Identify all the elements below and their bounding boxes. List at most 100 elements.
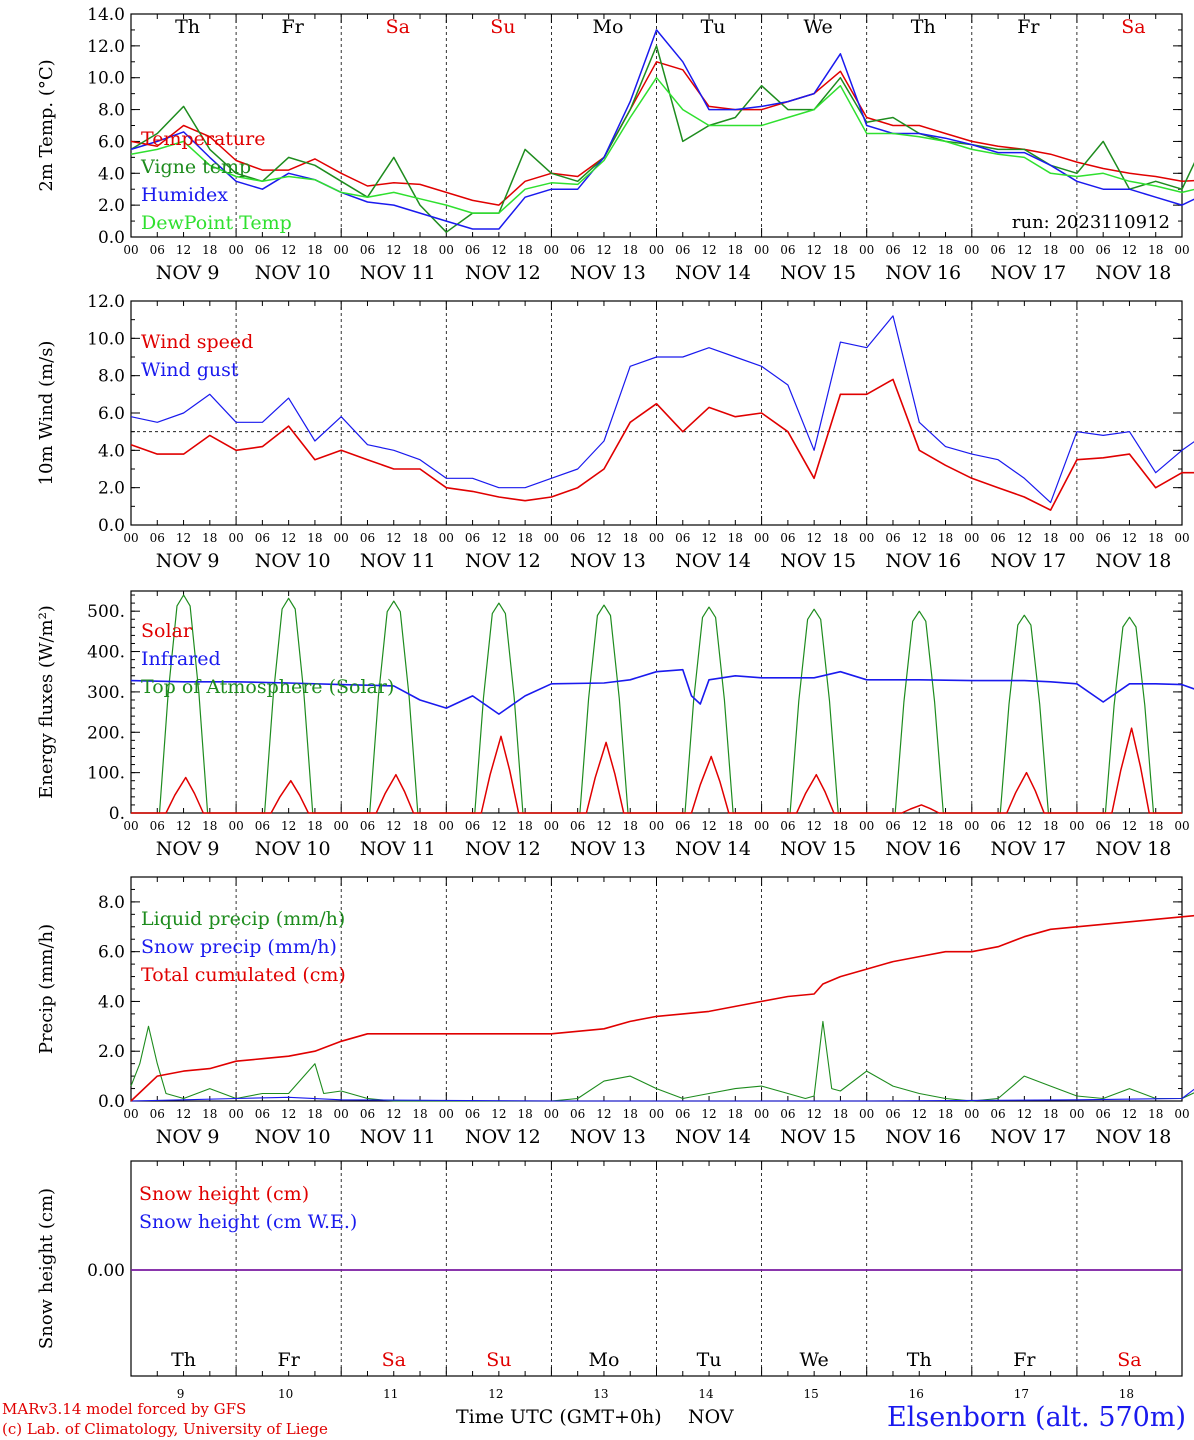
hour-tick-label: 12 (701, 819, 716, 833)
hour-tick-label: 18 (1043, 819, 1058, 833)
hour-tick-label: 18 (833, 243, 848, 257)
hour-tick-label: 12 (1017, 819, 1032, 833)
legend-liquid-precip-mm-h: Liquid precip (mm/h) (141, 908, 345, 930)
date-label: NOV 14 (675, 550, 751, 572)
hour-tick-label: 18 (307, 243, 322, 257)
hour-tick-label: 00 (334, 1107, 349, 1121)
legend-infrared: Infrared (141, 648, 221, 670)
lab-credit: (c) Lab. of Climatology, University of L… (2, 1420, 328, 1438)
legend-vigne-temp: Vigne temp (140, 156, 251, 178)
hour-tick-label: 12 (596, 531, 611, 545)
date-label: NOV 9 (156, 550, 220, 572)
y-tick-label: 2.0 (98, 479, 125, 499)
hour-tick-label: 00 (228, 531, 243, 545)
hour-tick-label: 00 (544, 1107, 559, 1121)
weekday-label: Th (911, 16, 936, 38)
hour-tick-label: 12 (1122, 1107, 1137, 1121)
weekday-label: Sa (382, 1349, 406, 1371)
date-label: NOV 9 (156, 262, 220, 284)
hour-tick-label: 00 (334, 243, 349, 257)
hour-tick-label: 18 (833, 819, 848, 833)
hour-tick-label: 18 (307, 1107, 322, 1121)
hour-tick-label: 06 (780, 1107, 795, 1121)
hour-tick-label: 18 (833, 1107, 848, 1121)
panel-2: 00 06 12 18 00 06 12 18 00 06 12 18 00 06 12 18 00 06 12 18… (36, 292, 1194, 572)
weekday-label: Sa (1117, 1349, 1141, 1371)
day-number-label: 10 (278, 1387, 293, 1401)
weekday-label: Mo (588, 1349, 619, 1371)
hour-tick-label: 00 (439, 1107, 454, 1121)
date-label: NOV 18 (1096, 838, 1172, 860)
hour-tick-label: 18 (1148, 243, 1163, 257)
hour-tick-label: 00 (754, 1107, 769, 1121)
hour-tick-label: 18 (1148, 1107, 1163, 1121)
series-solar (131, 727, 1182, 814)
date-label: NOV 15 (780, 262, 856, 284)
series-infrared (130, 668, 1194, 715)
hour-tick-label: 06 (150, 243, 165, 257)
hour-tick-label: 06 (780, 819, 795, 833)
y-tick-label: 100. (87, 764, 125, 784)
day-number-label: 14 (698, 1387, 714, 1401)
y-axis-label: 2m Temp. (°C) (36, 59, 57, 191)
hour-tick-label: 12 (386, 531, 401, 545)
panel-5: 0.00 Snow height (cm) Snow height (cm) Snow… (36, 1160, 1183, 1401)
day-number-label: 17 (1014, 1387, 1029, 1401)
date-label: NOV 15 (780, 1126, 856, 1148)
hour-tick-label: 06 (570, 819, 585, 833)
series-liquid-precip (130, 1020, 1194, 1102)
hour-tick-label: 00 (754, 531, 769, 545)
hour-tick-label: 12 (701, 1107, 716, 1121)
hour-tick-label: 18 (938, 1107, 953, 1121)
hour-tick-label: 18 (517, 819, 532, 833)
hour-tick-label: 18 (728, 1107, 743, 1121)
legend-snow-height-cm: Snow height (cm) (139, 1183, 309, 1205)
date-label: NOV 16 (885, 838, 961, 860)
hour-tick-label: 12 (491, 1107, 506, 1121)
hour-tick-label: 12 (1122, 819, 1137, 833)
hour-tick-label: 12 (1122, 531, 1137, 545)
hour-tick-label: 00 (649, 1107, 664, 1121)
hour-tick-label: 06 (675, 819, 690, 833)
hour-tick-label: 12 (912, 531, 927, 545)
legend-wind-speed: Wind speed (141, 331, 253, 353)
day-number-label: 18 (1119, 1387, 1134, 1401)
hour-tick-label: 00 (1069, 1107, 1084, 1121)
hour-tick-label: 00 (1174, 243, 1189, 257)
hour-tick-label: 06 (885, 243, 900, 257)
hour-tick-label: 06 (465, 531, 480, 545)
hour-tick-label: 12 (281, 243, 296, 257)
month-label: NOV (688, 1406, 734, 1428)
hour-tick-label: 12 (281, 1107, 296, 1121)
date-label: NOV 16 (885, 1126, 961, 1148)
hour-tick-label: 12 (281, 531, 296, 545)
hour-tick-label: 00 (228, 819, 243, 833)
hour-tick-label: 12 (701, 243, 716, 257)
hour-tick-label: 00 (754, 819, 769, 833)
hour-tick-label: 18 (517, 531, 532, 545)
hour-tick-label: 18 (623, 1107, 638, 1121)
run-label: run: 2023110912 (1012, 212, 1170, 233)
hour-tick-label: 06 (255, 531, 270, 545)
date-label: NOV 10 (255, 838, 331, 860)
weekday-label: We (804, 16, 833, 38)
hour-tick-label: 00 (1174, 531, 1189, 545)
hour-tick-label: 06 (255, 1107, 270, 1121)
day-number-label: 11 (383, 1387, 398, 1401)
hour-tick-label: 00 (1069, 243, 1084, 257)
hour-tick-label: 06 (570, 243, 585, 257)
day-number-label: 13 (593, 1387, 608, 1401)
hour-tick-label: 06 (780, 243, 795, 257)
hour-tick-label: 18 (1043, 243, 1058, 257)
hour-tick-label: 00 (228, 1107, 243, 1121)
hour-tick-label: 12 (596, 243, 611, 257)
hour-tick-label: 12 (176, 819, 191, 833)
weekday-label: Sa (1121, 16, 1145, 38)
hour-tick-label: 00 (123, 243, 138, 257)
date-label: NOV 18 (1096, 550, 1172, 572)
weekday-label: Fr (278, 1349, 301, 1371)
hour-tick-label: 06 (675, 531, 690, 545)
weekday-label: Th (907, 1349, 932, 1371)
hour-tick-label: 00 (964, 531, 979, 545)
